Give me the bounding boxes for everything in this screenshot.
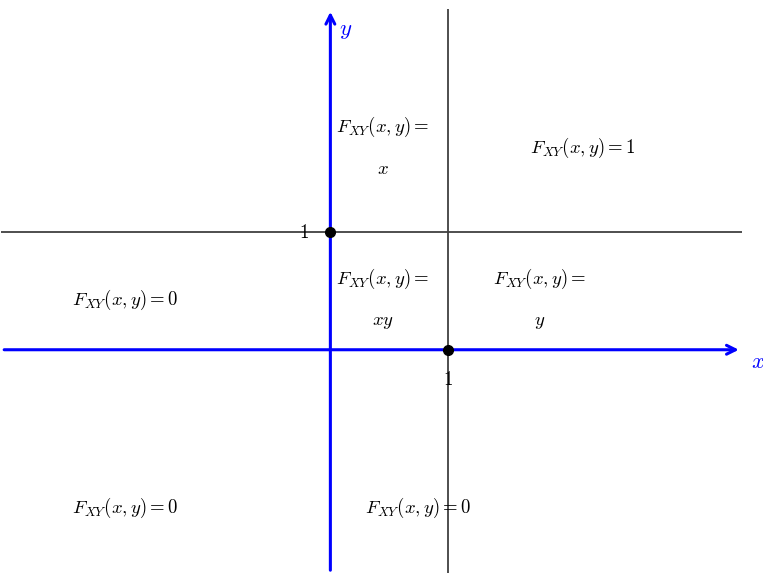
Text: $y$: $y$ [339, 19, 353, 41]
Text: $F_{XY}(x,y) =$: $F_{XY}(x,y) =$ [493, 267, 586, 292]
Text: $1$: $1$ [443, 370, 453, 389]
Text: $xy$: $xy$ [372, 312, 394, 331]
Text: $y$: $y$ [534, 312, 545, 331]
Text: $F_{XY}(x,y) = 0$: $F_{XY}(x,y) = 0$ [365, 496, 472, 520]
Text: $F_{XY}(x,y) = 0$: $F_{XY}(x,y) = 0$ [72, 288, 178, 313]
Text: $x$: $x$ [377, 159, 389, 178]
Text: $F_{XY}(x,y) =$: $F_{XY}(x,y) =$ [336, 115, 430, 139]
Text: $F_{XY}(x,y) =$: $F_{XY}(x,y) =$ [336, 267, 430, 292]
Text: $x$: $x$ [751, 350, 763, 373]
Text: $F_{XY}(x,y) = 1$: $F_{XY}(x,y) = 1$ [530, 136, 636, 159]
Text: $1$: $1$ [299, 223, 309, 242]
Text: $F_{XY}(x,y) = 0$: $F_{XY}(x,y) = 0$ [72, 496, 178, 520]
